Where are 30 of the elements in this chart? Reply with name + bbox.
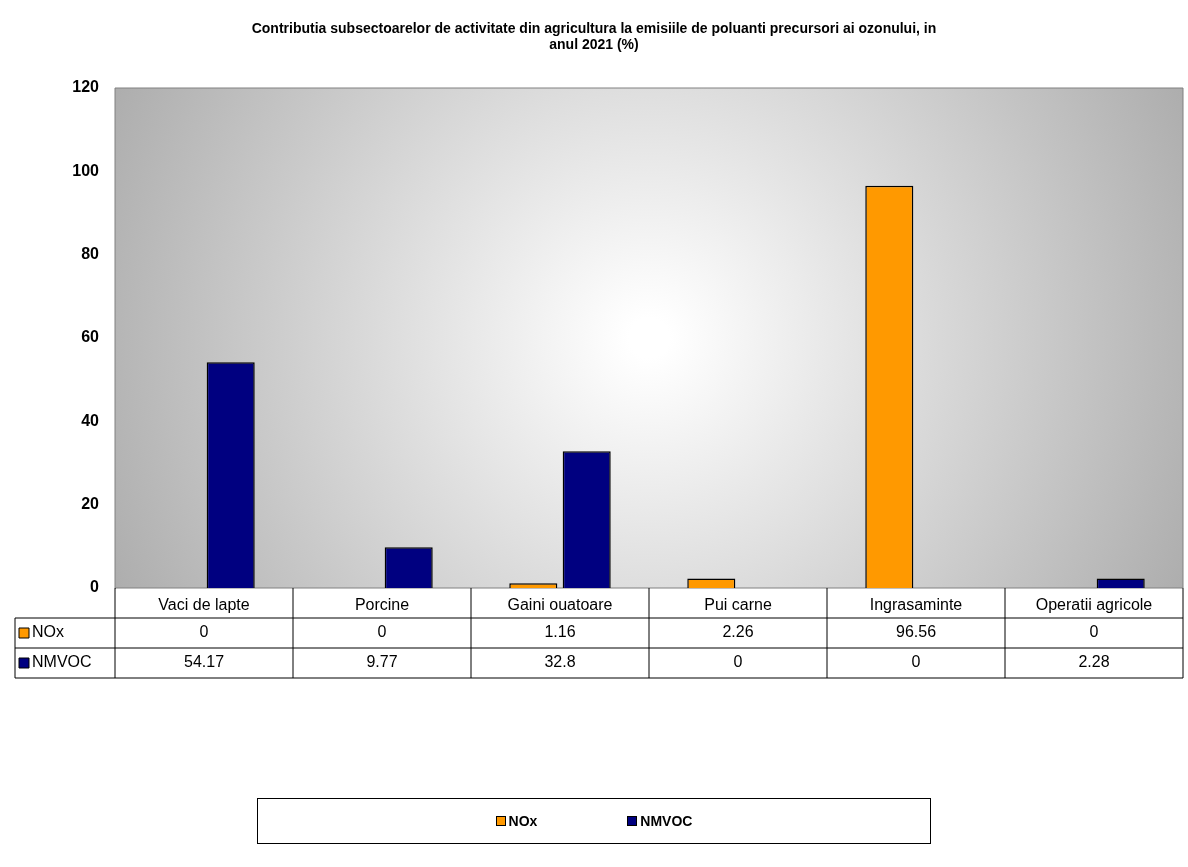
data-label: 2.28	[1078, 653, 1110, 671]
y-tick-label: 0	[90, 578, 100, 596]
y-tick-label: 80	[81, 245, 100, 263]
data-label: 9.77	[366, 653, 398, 671]
x-tick-label: Gaini ouatoare	[507, 596, 613, 614]
data-label: 0	[1089, 623, 1099, 641]
x-tick-label: Pui carne	[704, 596, 772, 614]
data-label: 0	[199, 623, 209, 641]
chart-title: Contributia subsectoarelor de activitate din agricultura la emisiile de poluanti precursori ai ozonului, in anul 2021 (%)	[250, 19, 938, 54]
data-label: 32.8	[544, 653, 576, 671]
data-label: 96.56	[895, 623, 937, 641]
data-label: 2.26	[722, 623, 754, 641]
data-label: 1.16	[544, 623, 576, 641]
legend-label: NMVOC	[32, 653, 92, 671]
text: NMVOC	[640, 813, 693, 829]
x-tick-label: Operatii agricole	[1035, 596, 1153, 614]
data-label: 0	[911, 653, 921, 671]
y-tick-label: 40	[81, 411, 100, 429]
text: NOx	[508, 813, 538, 829]
legend-label: NOx	[32, 623, 64, 641]
data-label: 0	[377, 623, 387, 641]
x-tick-label: Porcine	[354, 596, 410, 614]
data-label: 54.17	[183, 653, 225, 671]
data-label: 0	[733, 653, 743, 671]
y-tick-label: 100	[72, 161, 100, 179]
x-tick-label: Ingrasaminte	[869, 596, 963, 614]
y-tick-label: 60	[81, 328, 100, 346]
y-tick-label: 20	[81, 495, 100, 513]
x-tick-label: Vaci de lapte	[158, 596, 250, 614]
y-tick-label: 120	[72, 78, 100, 96]
